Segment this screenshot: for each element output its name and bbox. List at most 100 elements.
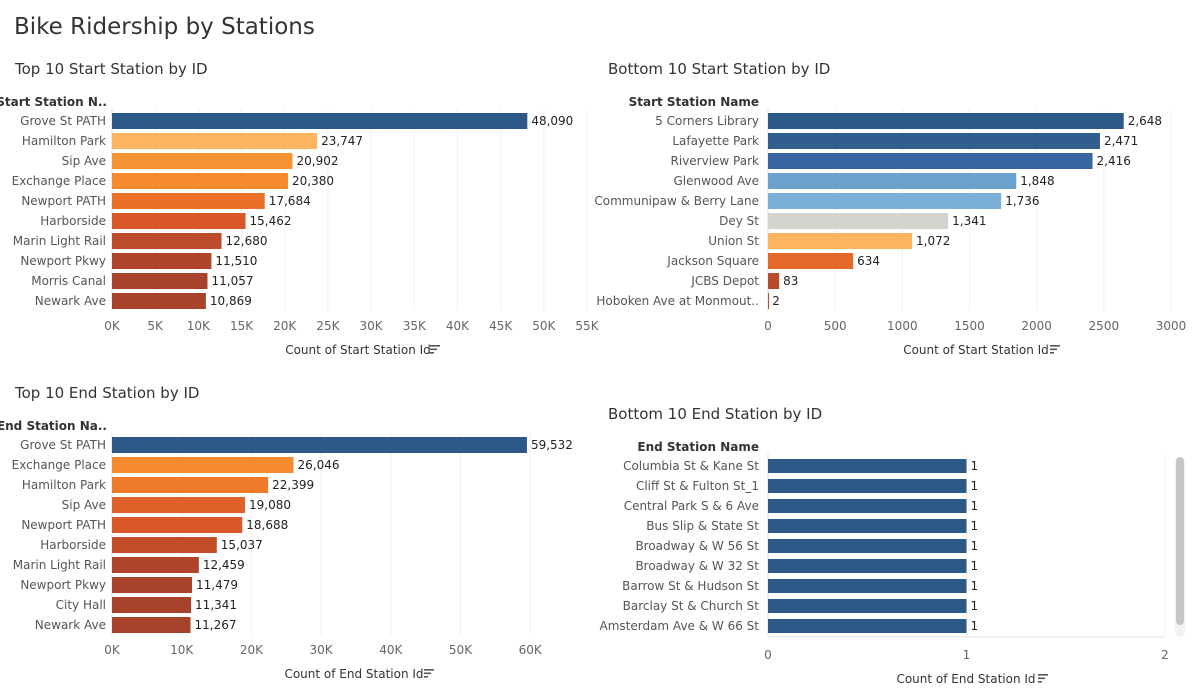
x-tick-label-top-start: 25K xyxy=(316,319,340,333)
data-label-bottom-start: 83 xyxy=(783,274,798,288)
data-label-top-end: 22,399 xyxy=(272,478,314,492)
bar-top-end xyxy=(112,537,217,553)
bar-top-start xyxy=(112,233,222,249)
x-tick-label-top-start: 35K xyxy=(403,319,427,333)
bar-bottom-end xyxy=(768,499,967,513)
category-label-bottom-end: Broadway & W 32 St xyxy=(635,559,759,573)
sort-descending-icon xyxy=(430,348,437,351)
bar-bottom-start xyxy=(768,133,1100,149)
data-label-bottom-start: 2,471 xyxy=(1104,134,1138,148)
x-tick-label-top-end: 60K xyxy=(519,643,543,657)
x-tick-label-top-start: 30K xyxy=(360,319,384,333)
bar-top-end xyxy=(112,557,199,573)
data-label-bottom-end: 1 xyxy=(971,559,979,573)
bar-top-start xyxy=(112,213,246,229)
category-label-top-start: Morris Canal xyxy=(31,274,106,288)
bar-bottom-end xyxy=(768,519,967,533)
bar-bottom-start xyxy=(768,233,913,249)
x-tick-label-bottom-end: 1 xyxy=(963,648,971,662)
scrollbar-thumb[interactable] xyxy=(1176,457,1184,625)
bar-top-end xyxy=(112,477,269,493)
data-label-top-end: 11,267 xyxy=(195,618,237,632)
category-label-bottom-start: Dey St xyxy=(719,214,759,228)
bar-bottom-end xyxy=(768,479,967,493)
x-tick-label-top-end: 30K xyxy=(310,643,334,657)
category-label-top-end: Marin Light Rail xyxy=(13,558,106,572)
dashboard-title: Bike Ridership by Stations xyxy=(14,14,315,40)
x-tick-label-top-start: 50K xyxy=(532,319,556,333)
bar-bottom-start xyxy=(768,293,769,309)
category-label-top-start: Grove St PATH xyxy=(20,114,106,128)
category-label-bottom-start: Lafayette Park xyxy=(672,134,759,148)
category-label-bottom-end: Amsterdam Ave & W 66 St xyxy=(600,619,760,633)
category-label-top-start: Newport PATH xyxy=(21,194,106,208)
chart-title-bottom-end: Bottom 10 End Station by ID xyxy=(608,405,823,423)
bar-top-end xyxy=(112,517,243,533)
bar-bottom-end xyxy=(768,459,967,473)
category-label-bottom-start: Hoboken Ave at Monmout.. xyxy=(596,294,759,308)
category-label-bottom-start: Union St xyxy=(708,234,759,248)
x-tick-label-top-end: 0K xyxy=(104,643,121,657)
bar-bottom-end xyxy=(768,539,967,553)
bar-top-end xyxy=(112,597,192,613)
category-label-top-end: Newark Ave xyxy=(35,618,106,632)
category-label-bottom-end: Columbia St & Kane St xyxy=(623,459,759,473)
data-label-bottom-end: 1 xyxy=(971,619,979,633)
x-axis-title-top-start: Count of Start Station Id xyxy=(285,343,431,357)
bar-bottom-end xyxy=(768,619,967,633)
data-label-top-start: 10,869 xyxy=(210,294,252,308)
x-tick-label-bottom-end: 0 xyxy=(764,648,772,662)
x-tick-label-top-end: 50K xyxy=(449,643,473,657)
category-label-top-start: Newark Ave xyxy=(35,294,106,308)
category-label-top-end: Exchange Place xyxy=(12,458,106,472)
bar-bottom-start xyxy=(768,253,854,269)
bar-top-start xyxy=(112,293,206,309)
bar-top-end xyxy=(112,497,245,513)
data-label-bottom-end: 1 xyxy=(971,599,979,613)
category-label-bottom-start: Glenwood Ave xyxy=(673,174,759,188)
data-label-bottom-start: 634 xyxy=(857,254,880,268)
chart-title-bottom-start: Bottom 10 Start Station by ID xyxy=(608,60,831,78)
sort-descending-icon xyxy=(1038,681,1042,683)
data-label-top-end: 15,037 xyxy=(221,538,263,552)
y-axis-header-bottom-end: End Station Name xyxy=(637,440,759,454)
sort-descending-icon xyxy=(1050,348,1057,351)
category-label-top-end: Grove St PATH xyxy=(20,438,106,452)
data-label-top-end: 19,080 xyxy=(249,498,291,512)
x-tick-label-top-start: 0K xyxy=(104,319,121,333)
x-tick-label-bottom-start: 1000 xyxy=(887,319,918,333)
data-label-top-end: 26,046 xyxy=(298,458,340,472)
x-tick-label-top-start: 10K xyxy=(187,319,211,333)
data-label-bottom-end: 1 xyxy=(971,539,979,553)
category-label-bottom-end: Central Park S & 6 Ave xyxy=(624,499,759,513)
category-label-bottom-start: Communipaw & Berry Lane xyxy=(594,194,759,208)
sort-descending-icon xyxy=(1050,345,1060,347)
x-axis-title-bottom-start: Count of Start Station Id xyxy=(903,343,1049,357)
category-label-top-end: Hamilton Park xyxy=(22,478,106,492)
bar-top-end xyxy=(112,457,294,473)
data-label-top-start: 17,684 xyxy=(269,194,311,208)
x-tick-label-top-start: 5K xyxy=(147,319,164,333)
category-label-bottom-end: Bus Slip & State St xyxy=(646,519,759,533)
bar-top-start xyxy=(112,113,528,129)
bar-bottom-start xyxy=(768,213,949,229)
category-label-bottom-end: Cliff St & Fulton St_1 xyxy=(636,479,759,493)
data-label-top-end: 11,341 xyxy=(195,598,237,612)
sort-descending-icon xyxy=(424,676,428,678)
x-tick-label-bottom-start: 2500 xyxy=(1089,319,1120,333)
x-tick-label-top-end: 20K xyxy=(240,643,264,657)
category-label-bottom-end: Barclay St & Church St xyxy=(623,599,760,613)
bar-top-end xyxy=(112,617,191,633)
data-label-top-start: 11,510 xyxy=(215,254,257,268)
sort-descending-icon xyxy=(430,345,440,347)
bar-top-start xyxy=(112,153,293,169)
y-axis-header-bottom-start: Start Station Name xyxy=(629,95,759,109)
data-label-top-start: 15,462 xyxy=(250,214,292,228)
x-tick-label-bottom-start: 500 xyxy=(824,319,847,333)
bar-bottom-start xyxy=(768,153,1093,169)
bar-top-end xyxy=(112,577,193,593)
bar-bottom-end xyxy=(768,559,967,573)
data-label-bottom-end: 1 xyxy=(971,499,979,513)
bar-bottom-start xyxy=(768,273,780,289)
